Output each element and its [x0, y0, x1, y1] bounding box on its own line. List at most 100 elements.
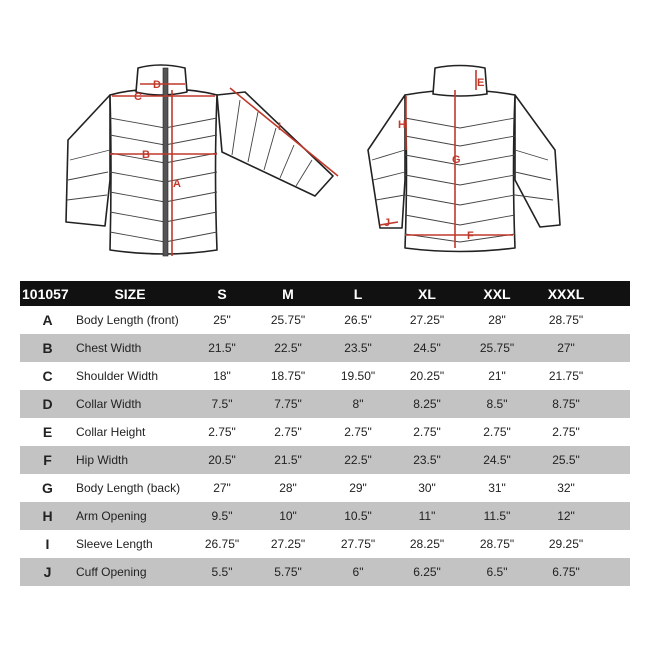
- size-value: 6.75": [552, 565, 580, 579]
- measurement-label: Hip Width: [76, 453, 129, 467]
- size-value: 18.75": [270, 369, 306, 383]
- size-value: 26.75": [204, 537, 240, 551]
- measurement-label: Cuff Opening: [76, 565, 147, 579]
- size-value: 12": [557, 509, 575, 523]
- size-value: 2.75": [344, 425, 372, 439]
- size-value: 8": [352, 397, 364, 411]
- size-value: 5.5": [211, 565, 233, 579]
- measurement-label: Collar Height: [76, 425, 146, 439]
- product-code: 101057: [22, 285, 69, 302]
- label-D: D: [153, 79, 161, 91]
- size-header: SIZE: [114, 285, 146, 302]
- size-value: 8.75": [552, 397, 580, 411]
- label-H: H: [398, 119, 406, 131]
- size-value: 29.25": [548, 537, 584, 551]
- size-value: 20.25": [409, 369, 445, 383]
- size-value: 25.5": [552, 453, 580, 467]
- label-J: J: [384, 217, 390, 229]
- size-value: 2.75": [413, 425, 441, 439]
- label-I: I: [278, 121, 281, 133]
- back-jacket: E F G H J: [367, 64, 561, 253]
- size-value: 30": [418, 481, 436, 495]
- label-B: B: [142, 149, 150, 161]
- size-value: 27.75": [340, 537, 376, 551]
- size-value: 23.5": [413, 453, 441, 467]
- size-value: 7.5": [211, 397, 233, 411]
- size-value: 21": [488, 369, 506, 383]
- size-value: 7.75": [274, 397, 302, 411]
- size-value: 32": [557, 481, 575, 495]
- size-value: 27": [213, 481, 231, 495]
- size-header-xxxl: XXXL: [547, 285, 585, 302]
- measurement-id: B: [42, 340, 53, 356]
- size-value: 18": [213, 369, 231, 383]
- table-row: E Collar Height 2.75" 2.75" 2.75" 2.75" 2.75" 2…: [20, 418, 630, 446]
- table-row: B Chest Width 21.5" 22.5" 23.5" 24.5" 25.75" 27…: [20, 334, 630, 362]
- measurement-id: J: [43, 564, 52, 580]
- size-value: 8.5": [486, 397, 508, 411]
- measurement-id: G: [42, 480, 53, 496]
- size-value: 26.5": [344, 313, 372, 327]
- size-value: 23.5": [344, 341, 372, 355]
- table-row: J Cuff Opening 5.5" 5.75" 6" 6.25" 6.5" 6.75": [20, 558, 630, 586]
- size-value: 28": [488, 313, 506, 327]
- size-value: 20.5": [208, 453, 236, 467]
- size-header-m: M: [282, 285, 294, 302]
- label-E: E: [477, 77, 484, 89]
- measurement-label: Shoulder Width: [76, 369, 159, 383]
- measurement-id: H: [42, 508, 53, 524]
- measurement-id: I: [45, 536, 50, 552]
- measurement-label: Collar Width: [76, 397, 142, 411]
- size-value: 28.75": [479, 537, 515, 551]
- measurement-id: F: [43, 452, 52, 468]
- size-value: 11.5": [483, 509, 511, 523]
- measurement-id: D: [42, 396, 53, 412]
- size-value: 11": [418, 509, 436, 523]
- table-row: D Collar Width 7.5" 7.75" 8" 8.25" 8.5" 8.75": [20, 390, 630, 418]
- size-value: 31": [488, 481, 506, 495]
- front-jacket: A B C D I: [65, 64, 339, 257]
- measurement-label: Body Length (front): [76, 313, 179, 327]
- size-value: 2.75": [483, 425, 511, 439]
- measurement-label: Arm Opening: [76, 509, 147, 523]
- size-value: 6.25": [413, 565, 441, 579]
- size-value: 10": [279, 509, 297, 523]
- size-header-s: S: [217, 285, 227, 302]
- size-value: 6.5": [486, 565, 508, 579]
- measurement-label: Chest Width: [76, 341, 142, 355]
- table-row: F Hip Width 20.5" 21.5" 22.5" 23.5" 24.5" 25.5": [20, 446, 630, 474]
- table-header: 101057 SIZE S M L XL XXL XXXL: [20, 281, 630, 306]
- size-value: 10.5": [344, 509, 372, 523]
- label-F: F: [467, 230, 474, 242]
- size-value: 21.75": [548, 369, 584, 383]
- size-value: 6": [352, 565, 364, 579]
- measurement-label: Body Length (back): [76, 481, 181, 495]
- size-value: 28.25": [409, 537, 445, 551]
- size-value: 2.75": [274, 425, 302, 439]
- measurement-label: Sleeve Length: [76, 537, 153, 551]
- measurement-id: C: [42, 368, 53, 384]
- label-C: C: [134, 91, 142, 103]
- size-value: 22.5": [274, 341, 302, 355]
- size-value: 25.75": [270, 313, 306, 327]
- size-header-xl: XL: [418, 285, 436, 302]
- table-row: C Shoulder Width 18" 18.75" 19.50" 20.25" 21" 2…: [20, 362, 630, 390]
- size-value: 25": [213, 313, 231, 327]
- size-header-xxl: XXL: [483, 285, 511, 302]
- size-value: 24.5": [413, 341, 441, 355]
- size-header-l: L: [353, 285, 363, 302]
- size-value: 27.25": [409, 313, 445, 327]
- label-G: G: [452, 154, 461, 166]
- table-row: G Body Length (back) 27" 28" 29" 30" 31" 32": [20, 474, 630, 502]
- size-value: 21.5": [274, 453, 302, 467]
- size-chart-table: 101057 SIZE S M L XL XXL XXXL A Body Length (f…: [20, 281, 630, 586]
- size-value: 29": [349, 481, 367, 495]
- measurement-id: A: [42, 312, 53, 328]
- size-value: 2.75": [552, 425, 580, 439]
- size-value: 2.75": [208, 425, 236, 439]
- size-value: 21.5": [208, 341, 236, 355]
- size-value: 28": [279, 481, 297, 495]
- size-value: 25.75": [479, 341, 515, 355]
- size-value: 19.50": [340, 369, 376, 383]
- size-value: 24.5": [483, 453, 511, 467]
